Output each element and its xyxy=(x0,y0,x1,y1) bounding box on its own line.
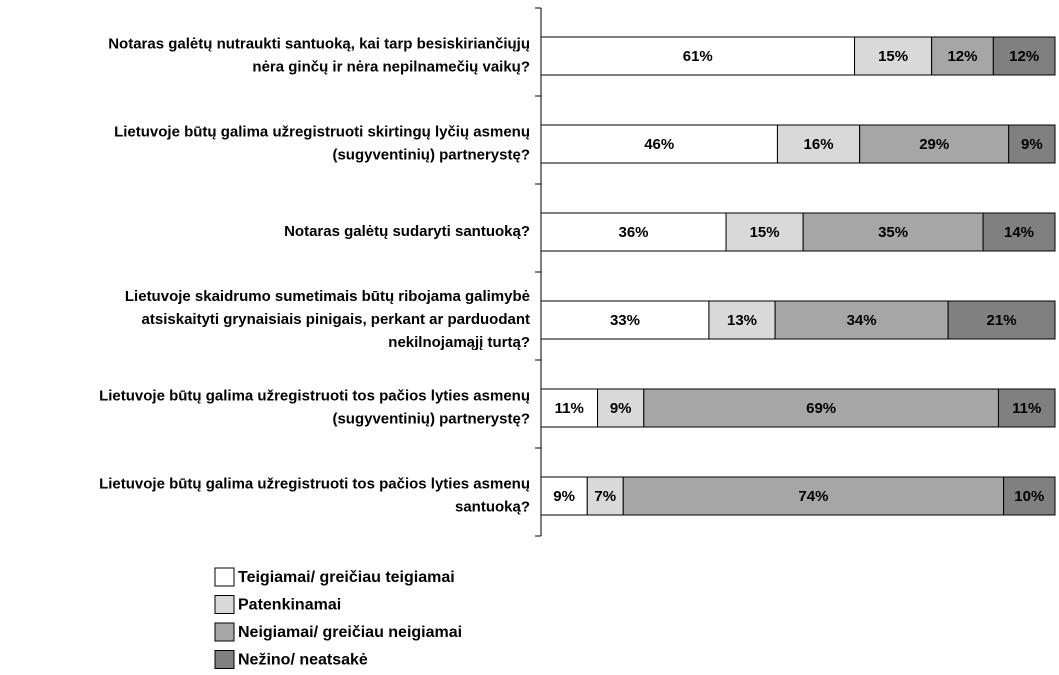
bar-segment xyxy=(776,124,861,164)
category-label: atsiskaityti grynaisiais pinigais, perka… xyxy=(142,311,530,328)
bar-segment xyxy=(622,476,1005,516)
value-label: 10% xyxy=(1014,488,1044,505)
bar-segment xyxy=(597,388,645,428)
value-label: 7% xyxy=(594,488,616,505)
value-label: 33% xyxy=(610,312,640,329)
value-label: 13% xyxy=(727,312,757,329)
category-label: nekilnojamąjį turtą? xyxy=(388,334,530,351)
category-label: (sugyventinių) partnerystę? xyxy=(332,410,530,427)
bar-segment xyxy=(947,300,1056,340)
legend-label: Neigiamai/ greičiau neigiamai xyxy=(238,624,462,641)
value-label: 15% xyxy=(878,48,908,65)
bar-segment xyxy=(586,476,624,516)
category-label: Notaras galėtų nutraukti santuoką, kai t… xyxy=(108,35,530,52)
bar-segment xyxy=(774,300,949,340)
value-label: 61% xyxy=(683,48,713,65)
value-label: 11% xyxy=(555,400,584,417)
bar-segment xyxy=(708,300,776,340)
legend-swatch xyxy=(214,650,235,669)
value-label: 21% xyxy=(987,312,1017,329)
legend-label: Nežino/ neatsakė xyxy=(238,652,368,669)
bar-segment xyxy=(643,388,999,428)
bar-segment xyxy=(1008,124,1056,164)
value-label: 69% xyxy=(806,400,836,417)
category-label: nėra ginčų ir nėra nepilnamečių vaikų? xyxy=(252,58,530,75)
bar-segment xyxy=(859,124,1010,164)
legend-label: Patenkinamai xyxy=(238,597,341,614)
bar-segment xyxy=(802,212,984,252)
value-label: 36% xyxy=(619,224,649,241)
bar-segment xyxy=(854,36,933,76)
category-label: Lietuvoje skaidrumo sumetimais būtų ribo… xyxy=(125,288,530,305)
value-label: 16% xyxy=(804,136,834,153)
legend-swatch xyxy=(214,595,235,614)
value-label: 29% xyxy=(919,136,949,153)
value-label: 74% xyxy=(798,488,828,505)
category-label: Notaras galėtų sudaryti santuoką? xyxy=(284,223,530,240)
category-label: (sugyventinių) partnerystę? xyxy=(332,146,530,163)
category-label: santuoką? xyxy=(455,498,530,515)
value-label: 34% xyxy=(847,312,877,329)
legend-swatch xyxy=(214,567,235,587)
bar-segment xyxy=(992,36,1056,76)
legend-label: Teigiamai/ greičiau teigiamai xyxy=(238,569,455,586)
category-label: Lietuvoje būtų galima užregistruoti skir… xyxy=(114,123,530,140)
category-label: Lietuvoje būtų galima užregistruoti tos … xyxy=(99,475,530,492)
bar-segment xyxy=(982,212,1056,252)
value-label: 9% xyxy=(1021,136,1043,153)
bar-segment xyxy=(1003,476,1056,516)
value-label: 46% xyxy=(644,136,674,153)
legend-swatch xyxy=(214,622,235,642)
value-label: 14% xyxy=(1004,224,1034,241)
category-label: Lietuvoje būtų galima užregistruoti tos … xyxy=(99,387,530,404)
bar-segment xyxy=(997,388,1056,428)
value-label: 12% xyxy=(947,48,977,65)
value-label: 12% xyxy=(1009,48,1039,65)
bar-segment xyxy=(540,212,727,252)
bar-segment xyxy=(540,388,599,428)
bar-segment xyxy=(540,36,856,76)
value-label: 15% xyxy=(750,224,780,241)
value-label: 9% xyxy=(553,488,575,505)
value-label: 9% xyxy=(610,400,632,417)
bar-segment xyxy=(540,300,710,340)
value-label: 35% xyxy=(878,224,908,241)
value-label: 11% xyxy=(1012,400,1041,417)
